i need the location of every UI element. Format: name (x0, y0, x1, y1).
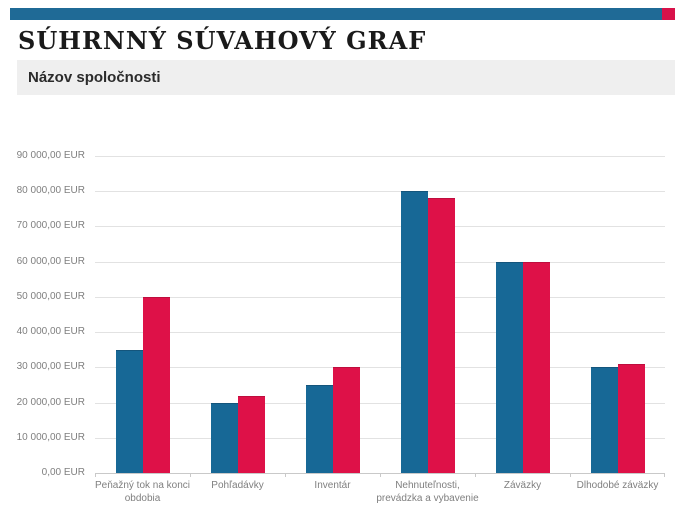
x-axis-tick (475, 474, 476, 477)
x-category-label: Záväzky (503, 480, 542, 491)
bar-series-2-cat3 (332, 367, 360, 473)
x-category-label: Peňažný tok na konci obdobia (94, 480, 191, 504)
gridline (95, 226, 665, 228)
plot-area (95, 156, 665, 474)
x-axis-tick (95, 474, 96, 477)
bar-series-2-cat5 (522, 261, 550, 473)
bar-series-2-cat6 (617, 363, 645, 473)
y-tick-label: 60 000,00 EUR (16, 255, 85, 267)
y-tick-label: 10 000,00 EUR (16, 431, 85, 443)
header-accent-red-segment (662, 8, 675, 20)
gridline (95, 367, 665, 369)
x-category-label: Inventár (314, 480, 351, 491)
x-axis-tick (285, 474, 286, 477)
y-tick-label: 30 000,00 EUR (16, 361, 85, 373)
page-title: SÚHRNNÝ SÚVAHOVÝ GRAF (18, 26, 427, 55)
x-axis-tick (664, 474, 665, 477)
x-axis-labels: Peňažný tok na konci obdobia Pohľadávky In… (95, 474, 665, 516)
gridline (95, 156, 665, 157)
x-axis-tick (570, 474, 571, 477)
gridline (95, 296, 665, 298)
bar-series-1-cat3 (305, 384, 333, 473)
x-category-label: Dlhodobé záväzky (576, 480, 659, 491)
balance-summary-chart: 0,00 EUR 10 000,00 EUR 20 000,00 EUR 30 000… (0, 150, 675, 516)
x-axis-tick (190, 474, 191, 477)
gridline (95, 261, 665, 263)
x-axis-tick (380, 474, 381, 477)
y-tick-label: 0,00 EUR (41, 467, 85, 478)
bar-series-1-cat2 (210, 402, 238, 473)
header-accent-bar (10, 8, 675, 20)
y-tick-label: 50 000,00 EUR (16, 290, 85, 302)
y-tick-label: 20 000,00 EUR (16, 396, 85, 408)
company-name-band: Názov spoločnosti (17, 60, 675, 95)
x-category-label: Nehnuteľnosti, prevádzka a vybavenie (376, 480, 479, 504)
y-axis-labels: 0,00 EUR 10 000,00 EUR 20 000,00 EUR 30 000… (0, 150, 85, 478)
y-tick-label: 90 000,00 EUR (16, 150, 85, 161)
bar-series-2-cat1 (142, 296, 170, 473)
bar-series-1-cat1 (115, 349, 143, 473)
bar-series-2-cat2 (237, 395, 265, 473)
x-category-label: Pohľadávky (211, 480, 264, 491)
gridline (95, 402, 665, 404)
gridline (95, 437, 665, 439)
bar-series-1-cat4 (400, 191, 428, 473)
y-tick-label: 70 000,00 EUR (16, 220, 85, 232)
bar-series-1-cat5 (495, 261, 523, 473)
bar-series-2-cat4 (427, 198, 455, 473)
y-tick-label: 40 000,00 EUR (16, 326, 85, 338)
bar-series-1-cat6 (590, 367, 618, 473)
company-name: Názov spoločnosti (28, 69, 161, 86)
y-tick-label: 80 000,00 EUR (16, 185, 85, 197)
gridline (95, 332, 665, 334)
gridline (95, 191, 665, 193)
